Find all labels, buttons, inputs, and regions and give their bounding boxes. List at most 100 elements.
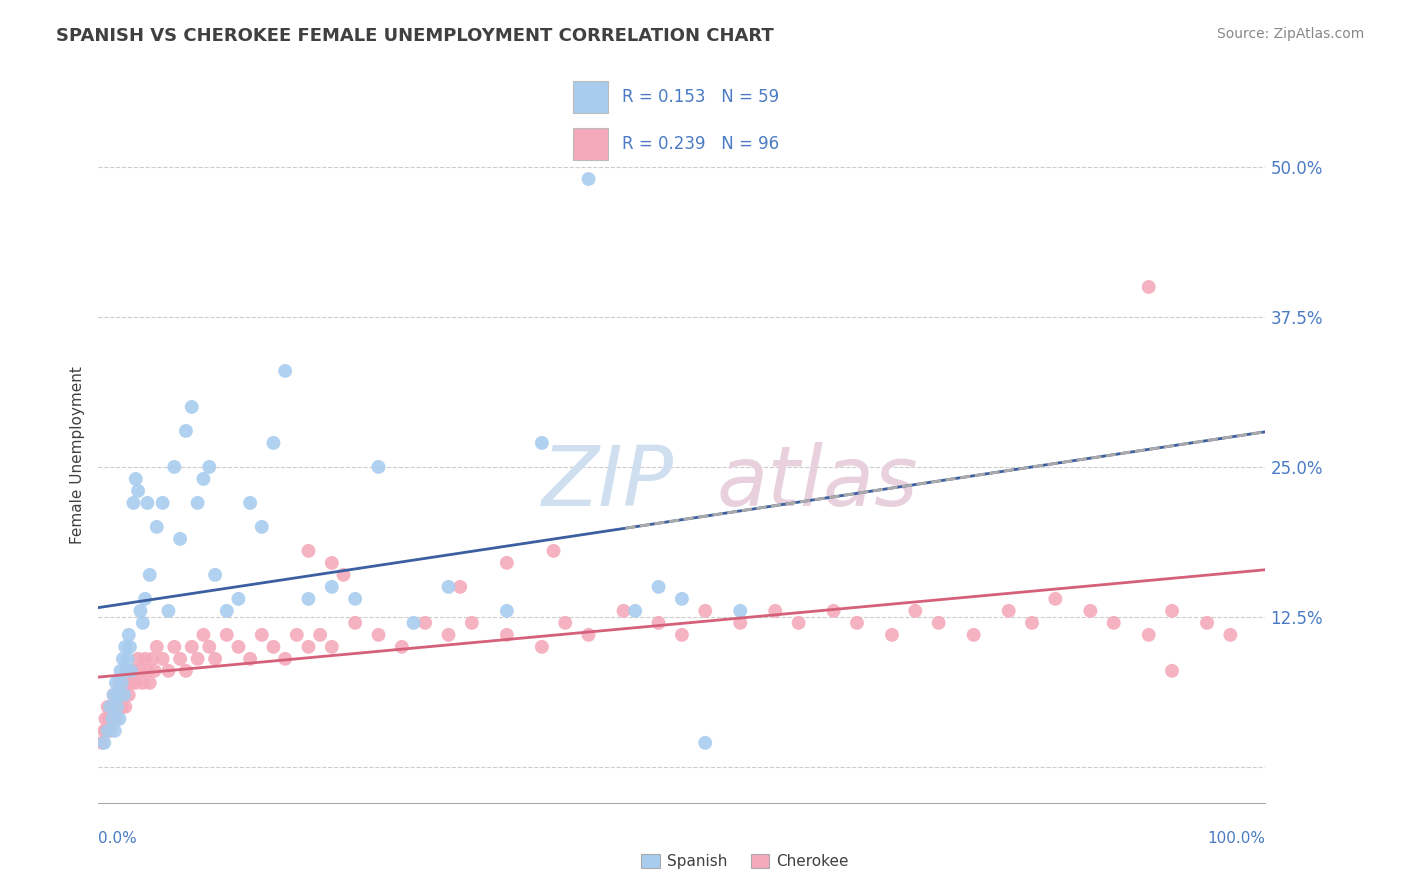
Point [104, 723, 127, 738]
Text: 100.0%: 100.0% [1208, 830, 1265, 846]
Point [187, 496, 209, 510]
Point [787, 615, 810, 630]
Point [104, 712, 127, 726]
Point [125, 472, 148, 486]
Point [110, 664, 132, 678]
Point [125, 676, 148, 690]
Point [204, 652, 226, 666]
Point [120, 676, 142, 690]
Text: ZIP: ZIP [541, 442, 673, 524]
Point [134, 652, 156, 666]
Point [139, 676, 162, 690]
Point [1161, 664, 1184, 678]
Point [228, 591, 250, 606]
Point [647, 580, 669, 594]
Point [624, 604, 647, 618]
Bar [574, 81, 607, 112]
Point [122, 496, 145, 510]
Point [97, 723, 120, 738]
Point [496, 628, 519, 642]
Text: Source: ZipAtlas.com: Source: ZipAtlas.com [1216, 27, 1364, 41]
Point [127, 483, 149, 498]
Point [146, 520, 169, 534]
Point [554, 615, 576, 630]
Point [1080, 604, 1102, 618]
Point [105, 699, 128, 714]
Point [193, 628, 215, 642]
Point [93, 736, 115, 750]
Point [129, 604, 152, 618]
Bar [574, 128, 607, 160]
Point [101, 712, 124, 726]
Point [297, 591, 319, 606]
Point [413, 615, 436, 630]
Point [115, 664, 138, 678]
Point [127, 652, 149, 666]
Point [367, 628, 389, 642]
Point [763, 604, 786, 618]
Point [578, 172, 600, 186]
Point [1137, 280, 1160, 294]
Point [108, 712, 131, 726]
Point [97, 699, 120, 714]
Point [823, 604, 845, 618]
Point [671, 591, 693, 606]
Point [98, 699, 121, 714]
Point [461, 615, 484, 630]
Point [112, 688, 135, 702]
Point [321, 580, 343, 594]
Point [104, 699, 127, 714]
Point [163, 640, 186, 654]
Text: atlas: atlas [717, 442, 918, 524]
Point [111, 699, 134, 714]
Point [152, 652, 174, 666]
Point [132, 676, 155, 690]
Point [962, 628, 984, 642]
Point [437, 628, 460, 642]
Point [96, 723, 118, 738]
Point [274, 364, 297, 378]
Point [180, 400, 202, 414]
Point [112, 688, 135, 702]
Point [104, 676, 127, 690]
Point [101, 712, 124, 726]
Text: SPANISH VS CHEROKEE FEMALE UNEMPLOYMENT CORRELATION CHART: SPANISH VS CHEROKEE FEMALE UNEMPLOYMENT … [56, 27, 773, 45]
Point [108, 676, 131, 690]
Point [204, 567, 226, 582]
Point [262, 436, 284, 450]
Point [118, 664, 141, 678]
Point [647, 615, 669, 630]
Point [997, 604, 1019, 618]
Point [695, 604, 717, 618]
Point [115, 664, 138, 678]
Point [928, 615, 950, 630]
Legend: Spanish, Cherokee: Spanish, Cherokee [636, 848, 855, 875]
Point [250, 520, 273, 534]
Point [146, 640, 169, 654]
Point [904, 604, 927, 618]
Point [111, 676, 134, 690]
Point [228, 640, 250, 654]
Point [613, 604, 636, 618]
Point [174, 664, 197, 678]
Point [103, 688, 125, 702]
Point [193, 472, 215, 486]
Point [297, 544, 319, 558]
Point [1219, 628, 1241, 642]
Point [530, 436, 553, 450]
Text: R = 0.153   N = 59: R = 0.153 N = 59 [621, 88, 779, 106]
Point [344, 591, 367, 606]
Point [344, 615, 367, 630]
Point [437, 580, 460, 594]
Point [1021, 615, 1043, 630]
Point [880, 628, 903, 642]
Point [103, 688, 125, 702]
Point [496, 604, 519, 618]
Point [94, 712, 117, 726]
Point [239, 496, 262, 510]
Point [169, 652, 191, 666]
Y-axis label: Female Unemployment: Female Unemployment [69, 366, 84, 544]
Point [157, 664, 180, 678]
Point [730, 615, 752, 630]
Point [105, 688, 128, 702]
